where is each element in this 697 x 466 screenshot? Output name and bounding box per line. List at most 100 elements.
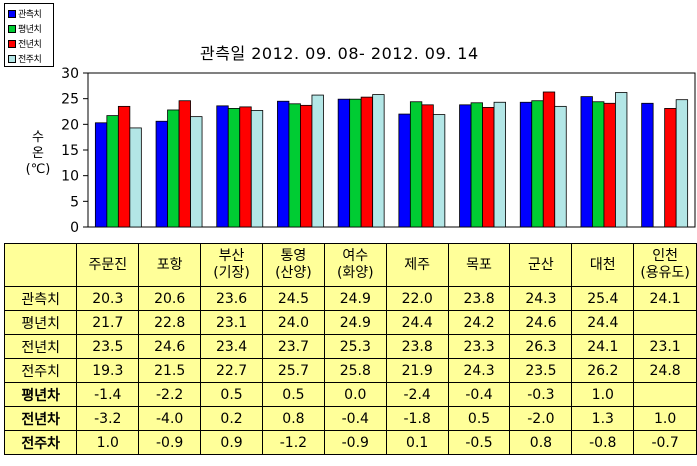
bar [190,116,203,228]
table-cell: 0.2 [200,406,263,431]
table-cell: 25.4 [571,286,635,311]
table-corner-cell [3,243,78,287]
table-header-cell: 군산 [509,243,573,287]
legend-item: 전주치 [8,51,51,66]
table-row-label: 전주차 [3,430,78,455]
bar [398,113,411,228]
table-cell: -1.4 [76,382,140,407]
table-cell [633,310,697,335]
legend-swatch [8,24,16,33]
y-tick-label: 30 [61,66,79,82]
legend-label: 평년치 [18,25,42,35]
table-header-cell: 제주 [385,243,449,287]
bar [482,106,495,228]
table-cell: 25.7 [261,358,325,383]
chart-area: 0 5 10 15 20 25 30 관측치 평년치 전년치 전주치 관측일 2012. 0… [4,3,696,236]
table-cell: -4.0 [138,406,202,431]
bar [493,101,506,228]
table-cell: 19.3 [76,358,140,383]
table-cell: 0.1 [385,430,449,455]
bar [409,101,423,228]
bar [580,96,593,228]
legend: 관측치 평년치 전년치 전주치 [4,3,54,67]
bar [664,108,677,228]
y-tick-label: 10 [61,169,79,185]
table-cell: 24.1 [633,286,697,311]
table-cell: 24.3 [447,358,511,383]
table-cell: 24.5 [261,286,325,311]
bar [554,105,567,228]
table-cell: 24.4 [385,310,449,335]
chart-title: 관측일 2012. 09. 08- 2012. 09. 14 [200,44,479,63]
table-row: 전년치 23.5 24.6 23.4 23.7 25.3 23.8 23.3 26.3 24.1 2… [3,334,697,359]
bar [216,105,229,228]
table-cell: -0.9 [138,430,202,455]
bar [239,106,252,228]
table-row: 관측치 20.3 20.6 23.6 24.5 24.9 22.0 23.8 24.3 25.4 2… [3,286,697,311]
table-cell: 25.8 [323,358,387,383]
table-cell: 25.3 [323,334,387,359]
bar [531,100,544,228]
table-cell: 23.6 [200,286,263,311]
table-header-cell: 목포 [447,243,511,287]
table-cell: 0.8 [261,406,325,431]
table-cell: 0.5 [261,382,325,407]
y-tick-label: 25 [61,92,79,108]
table-header-cell: 대천 [571,243,635,287]
bar [277,100,290,228]
data-table: 주문진 포항 부산 (기장) 통영 (산양) 여수 (화양) 제주 목포 군산 대천 인천 (용유도) 관측… [3,243,697,455]
bar [542,91,556,228]
table-cell: -1.8 [385,406,449,431]
table-header-cell: 주문진 [76,243,140,287]
bar [117,105,131,228]
bar [311,94,324,228]
y-tick-label: 5 [70,194,79,210]
table-cell: 0.8 [509,430,573,455]
bar [155,120,168,228]
table-cell: 24.0 [261,310,325,335]
bar [94,122,108,228]
bar [603,102,616,228]
table-cell: 24.2 [447,310,511,335]
table-cell: 0.9 [200,430,263,455]
table-cell: 23.8 [447,286,511,311]
table-row-label: 평년치 [3,310,78,335]
table-cell: 1.0 [633,406,697,431]
bar [615,92,628,228]
legend-swatch [8,54,16,63]
bar [470,102,483,228]
table-cell: 22.7 [200,358,263,383]
legend-item: 평년치 [8,21,51,36]
table-row: 전주치 19.3 21.5 22.7 25.7 25.8 21.9 24.3 23.5 26.2 2… [3,358,697,383]
table-header-cell: 인천 (용유도) [633,243,697,287]
table-cell: -0.7 [633,430,697,455]
bar [592,101,605,228]
table-cell: -1.2 [261,430,325,455]
table-cell: 23.5 [76,334,140,359]
table-cell: -3.2 [76,406,140,431]
bar [675,99,689,228]
legend-item: 전년치 [8,36,51,51]
table-cell: 26.3 [509,334,573,359]
table-cell: 23.8 [385,334,449,359]
bar [519,101,533,228]
table-cell: -2.4 [385,382,449,407]
table-cell: 26.2 [571,358,635,383]
table-header-row: 주문진 포항 부산 (기장) 통영 (산양) 여수 (화양) 제주 목포 군산 대천 인천 (용유도) [3,243,697,287]
bar [421,104,434,228]
table-cell: 20.6 [138,286,202,311]
bar [227,108,241,228]
table-cell: -0.3 [509,382,573,407]
table-cell: 1.0 [76,430,140,455]
table-row: 평년치 21.7 22.8 23.1 24.0 24.9 24.4 24.2 24.6 24.4 [3,310,697,335]
table-cell: 24.8 [633,358,697,383]
bar [178,100,191,228]
table-header-cell: 부산 (기장) [200,243,263,287]
table-row-label: 관측치 [3,286,78,311]
table-cell: 21.9 [385,358,449,383]
table-cell: 23.1 [200,310,263,335]
table-cell: 1.3 [571,406,635,431]
y-tick-label: 0 [70,220,79,236]
table-cell: -2.0 [509,406,573,431]
bar [167,109,180,228]
